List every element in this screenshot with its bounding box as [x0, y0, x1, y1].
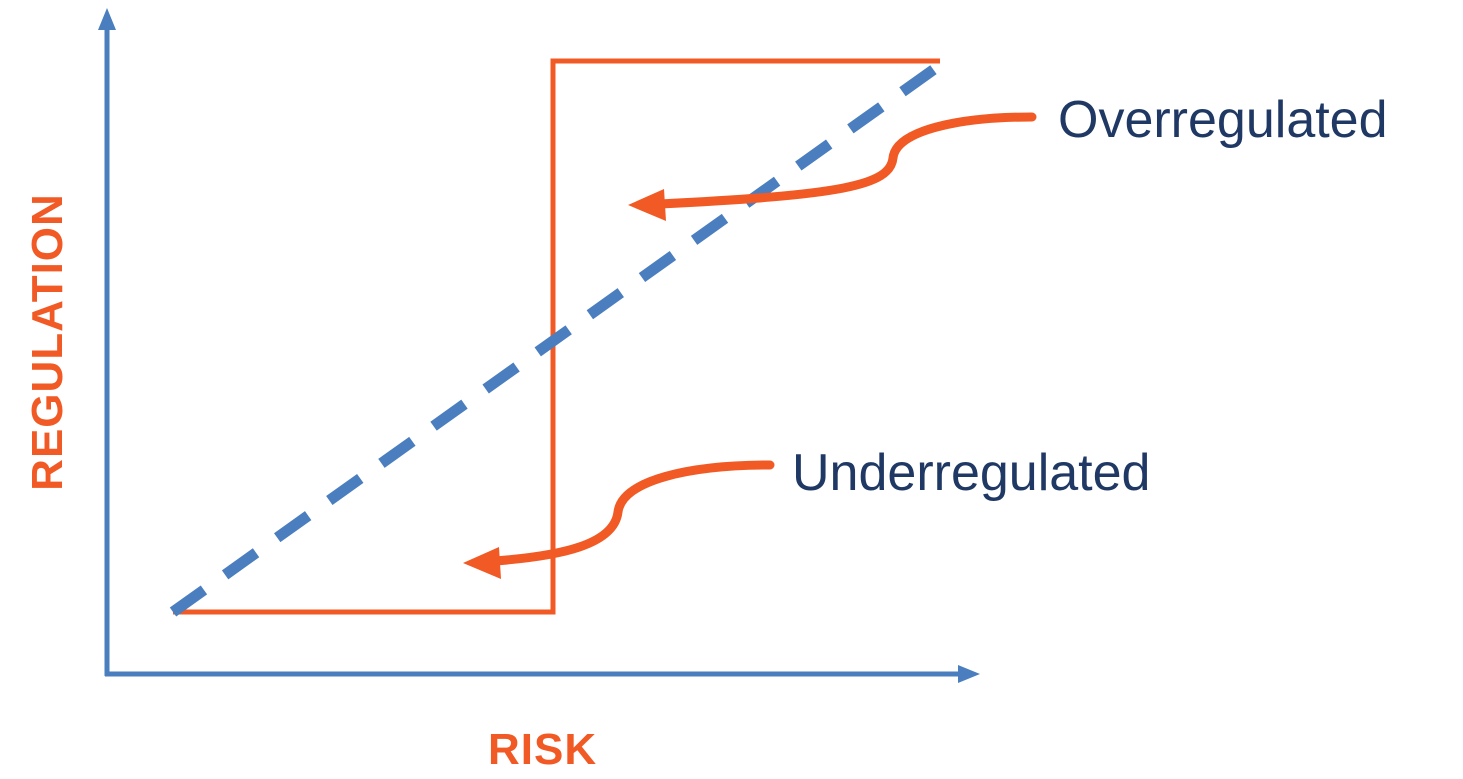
underregulated-arrow-curve — [490, 460, 775, 566]
overregulated-arrow-curve — [655, 112, 1037, 209]
proportional-dashed-line — [169, 60, 944, 617]
underregulated-label: Underregulated — [792, 444, 1151, 502]
overregulated-arrowhead — [628, 189, 666, 221]
x-axis-title: RISK — [488, 725, 598, 774]
y-axis-title: REGULATION — [23, 193, 72, 491]
overregulated-label: Overregulated — [1058, 91, 1388, 149]
underregulated-arrowhead — [463, 547, 501, 579]
y-axis-arrowhead — [98, 8, 116, 30]
x-axis-arrowhead — [958, 665, 980, 683]
